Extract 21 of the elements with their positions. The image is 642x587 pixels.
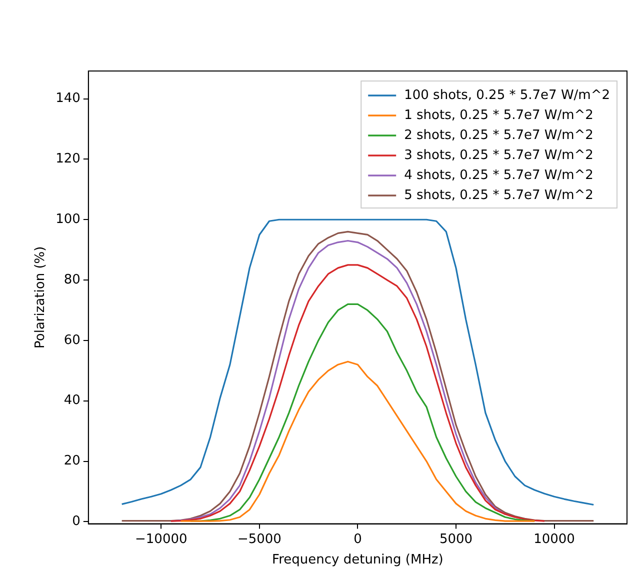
legend-label: 5 shots, 0.25 * 5.7e7 W/m^2: [404, 188, 594, 203]
legend-label: 100 shots, 0.25 * 5.7e7 W/m^2: [404, 88, 610, 103]
x-tick-label: −10000: [135, 532, 188, 547]
x-tick-label: 5000: [439, 532, 473, 547]
legend-label: 4 shots, 0.25 * 5.7e7 W/m^2: [404, 168, 594, 183]
y-tick-label: 140: [56, 91, 80, 106]
y-axis-title: Polarization (%): [33, 246, 48, 348]
y-tick-label: 100: [56, 212, 80, 227]
legend-label: 1 shots, 0.25 * 5.7e7 W/m^2: [404, 108, 594, 123]
x-tick-label: 10000: [534, 532, 575, 547]
y-tick-label: 40: [64, 393, 80, 408]
legend-label: 3 shots, 0.25 * 5.7e7 W/m^2: [404, 148, 594, 163]
x-tick-label: 0: [354, 532, 362, 547]
x-tick-label: −5000: [237, 532, 282, 547]
y-tick-label: 0: [72, 514, 80, 530]
x-axis-title: Frequency detuning (MHz): [272, 552, 444, 568]
y-tick-label: 120: [56, 152, 80, 167]
legend-label: 2 shots, 0.25 * 5.7e7 W/m^2: [404, 128, 594, 143]
y-tick-label: 20: [64, 454, 80, 469]
y-tick-label: 60: [64, 332, 80, 348]
y-tick-label: 80: [64, 272, 80, 288]
